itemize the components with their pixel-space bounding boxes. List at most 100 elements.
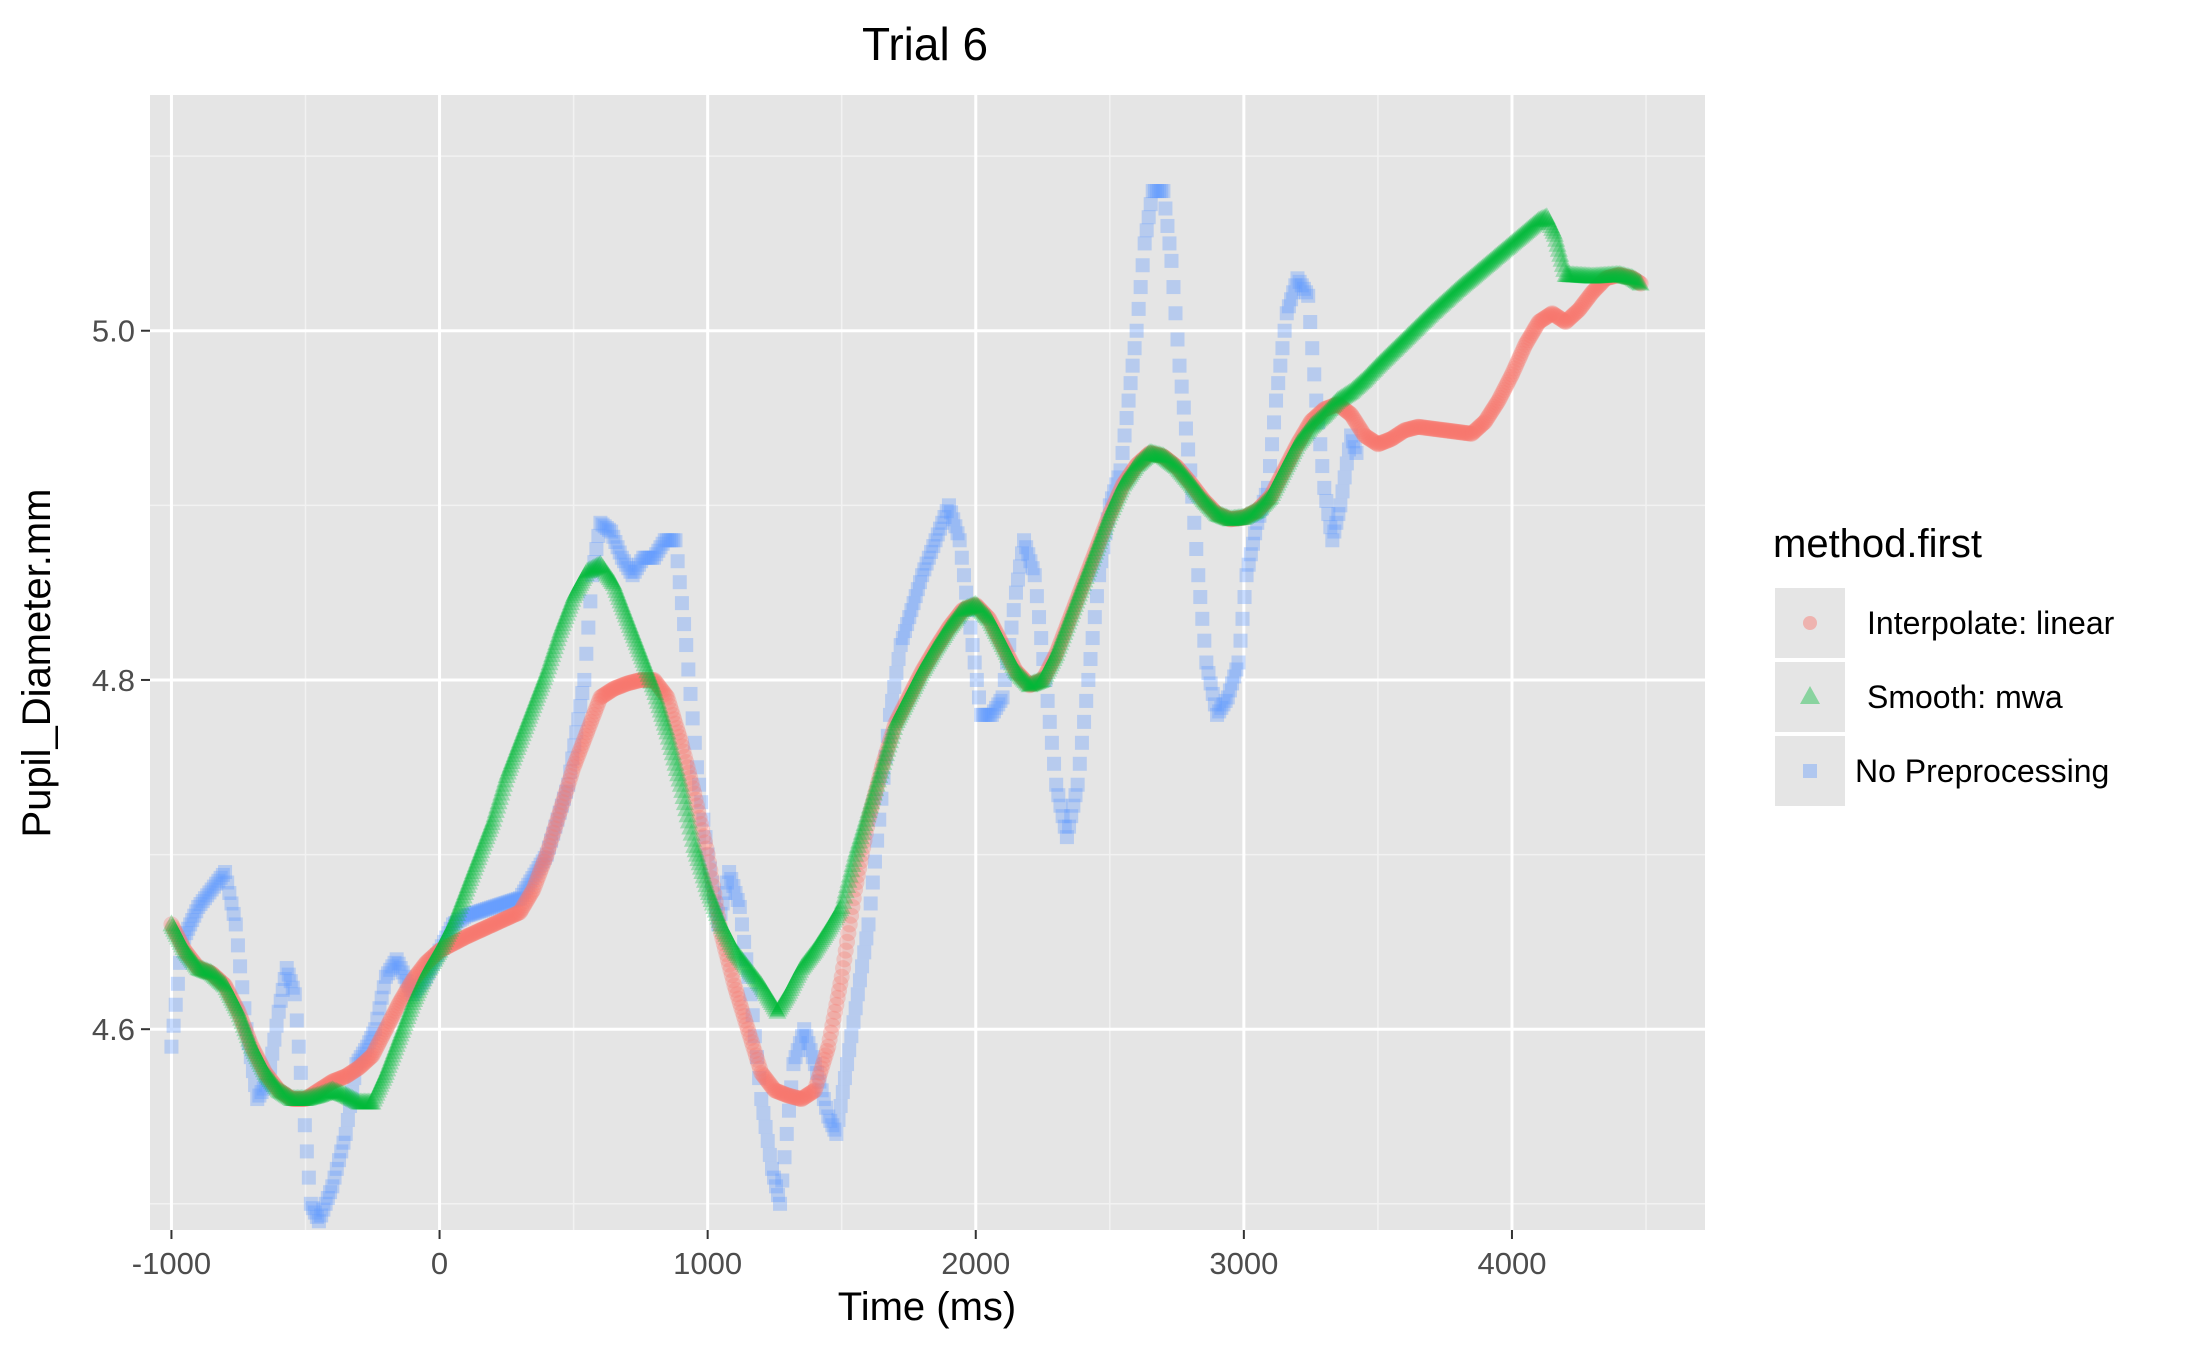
point-no-preprocessing <box>233 959 248 974</box>
point-smooth-mwa <box>954 599 973 617</box>
point-interpolate-linear <box>613 677 630 694</box>
point-interpolate-linear <box>313 1080 330 1097</box>
point-no-preprocessing <box>745 1008 760 1023</box>
point-smooth-mwa <box>1150 445 1169 463</box>
point-interpolate-linear <box>851 860 868 877</box>
point-interpolate-linear <box>1588 280 1605 297</box>
point-no-preprocessing <box>525 871 540 886</box>
point-interpolate-linear <box>1186 479 1203 496</box>
point-smooth-mwa <box>1346 378 1365 396</box>
point-smooth-mwa <box>1029 671 1048 689</box>
point-smooth-mwa <box>1523 216 1542 234</box>
point-no-preprocessing <box>679 638 694 653</box>
point-smooth-mwa <box>855 814 874 832</box>
point-interpolate-linear <box>813 1060 830 1077</box>
point-no-preprocessing <box>904 603 919 618</box>
point-interpolate-linear <box>1156 449 1173 466</box>
point-no-preprocessing <box>248 1078 263 1093</box>
point-no-preprocessing <box>728 885 743 900</box>
point-no-preprocessing <box>399 974 414 989</box>
point-interpolate-linear <box>1116 474 1133 491</box>
point-smooth-mwa <box>1383 341 1402 359</box>
point-no-preprocessing <box>1047 756 1062 771</box>
point-interpolate-linear <box>631 672 648 689</box>
point-smooth-mwa <box>758 986 777 1004</box>
point-smooth-mwa <box>1457 272 1476 290</box>
point-interpolate-linear <box>1179 471 1196 488</box>
point-smooth-mwa <box>189 958 208 976</box>
point-smooth-mwa <box>578 561 597 579</box>
point-interpolate-linear <box>1372 435 1389 452</box>
point-smooth-mwa <box>712 914 731 932</box>
point-interpolate-linear <box>1108 491 1125 508</box>
point-interpolate-linear <box>229 1001 246 1018</box>
point-no-preprocessing <box>1214 700 1229 715</box>
point-smooth-mwa <box>736 954 755 972</box>
point-interpolate-linear <box>788 1089 805 1106</box>
point-interpolate-linear <box>1162 453 1179 470</box>
point-smooth-mwa <box>1367 357 1386 375</box>
point-smooth-mwa <box>1132 450 1151 468</box>
point-no-preprocessing <box>1275 341 1290 356</box>
point-interpolate-linear <box>1313 403 1330 420</box>
point-smooth-mwa <box>1153 446 1172 464</box>
point-smooth-mwa <box>1055 622 1074 640</box>
point-interpolate-linear <box>1544 305 1561 322</box>
point-interpolate-linear <box>196 962 213 979</box>
point-interpolate-linear <box>1168 458 1185 475</box>
point-no-preprocessing <box>1079 693 1094 708</box>
point-smooth-mwa <box>1102 501 1121 519</box>
point-no-preprocessing <box>213 870 228 885</box>
point-smooth-mwa <box>927 636 946 654</box>
point-no-preprocessing <box>271 1004 286 1019</box>
point-smooth-mwa <box>1559 265 1578 283</box>
point-smooth-mwa <box>591 554 610 572</box>
point-interpolate-linear <box>270 1082 287 1099</box>
point-interpolate-linear <box>389 997 406 1014</box>
point-interpolate-linear <box>1432 421 1449 438</box>
point-interpolate-linear <box>1048 645 1065 662</box>
point-smooth-mwa <box>1343 380 1362 398</box>
point-interpolate-linear <box>1357 428 1374 445</box>
point-interpolate-linear <box>628 673 645 690</box>
point-smooth-mwa <box>403 993 422 1010</box>
point-interpolate-linear <box>1632 275 1649 292</box>
point-interpolate-linear <box>868 780 885 797</box>
point-interpolate-linear <box>1120 468 1137 485</box>
point-no-preprocessing <box>1176 400 1191 415</box>
point-no-preprocessing <box>164 1039 179 1054</box>
point-interpolate-linear <box>1435 422 1452 439</box>
point-smooth-mwa <box>1572 265 1591 283</box>
point-smooth-mwa <box>734 952 753 970</box>
point-interpolate-linear <box>176 942 193 959</box>
point-no-preprocessing <box>640 550 655 565</box>
point-smooth-mwa <box>1004 655 1023 673</box>
point-no-preprocessing <box>662 533 677 548</box>
point-smooth-mwa <box>899 687 918 705</box>
point-smooth-mwa <box>472 841 491 859</box>
point-smooth-mwa <box>1535 208 1554 226</box>
point-interpolate-linear <box>1532 313 1549 330</box>
point-no-preprocessing <box>469 905 484 920</box>
point-interpolate-linear <box>1077 568 1094 585</box>
point-no-preprocessing <box>336 1135 351 1150</box>
point-interpolate-linear <box>451 932 468 949</box>
point-interpolate-linear <box>908 673 925 690</box>
point-smooth-mwa <box>897 692 916 710</box>
point-interpolate-linear <box>1115 476 1132 493</box>
x-tick-label: 1000 <box>673 1246 742 1281</box>
point-interpolate-linear <box>168 926 185 943</box>
point-no-preprocessing <box>1038 672 1053 687</box>
point-smooth-mwa <box>876 744 895 762</box>
point-no-preprocessing <box>1241 557 1256 572</box>
point-smooth-mwa <box>1401 324 1420 342</box>
point-no-preprocessing <box>829 1126 844 1141</box>
point-smooth-mwa <box>910 666 929 684</box>
point-interpolate-linear <box>1325 397 1342 414</box>
point-interpolate-linear <box>514 899 531 916</box>
point-interpolate-linear <box>1022 676 1039 693</box>
point-no-preprocessing <box>432 943 447 958</box>
point-interpolate-linear <box>1172 463 1189 480</box>
point-smooth-mwa <box>170 930 189 948</box>
point-interpolate-linear <box>1084 551 1101 568</box>
